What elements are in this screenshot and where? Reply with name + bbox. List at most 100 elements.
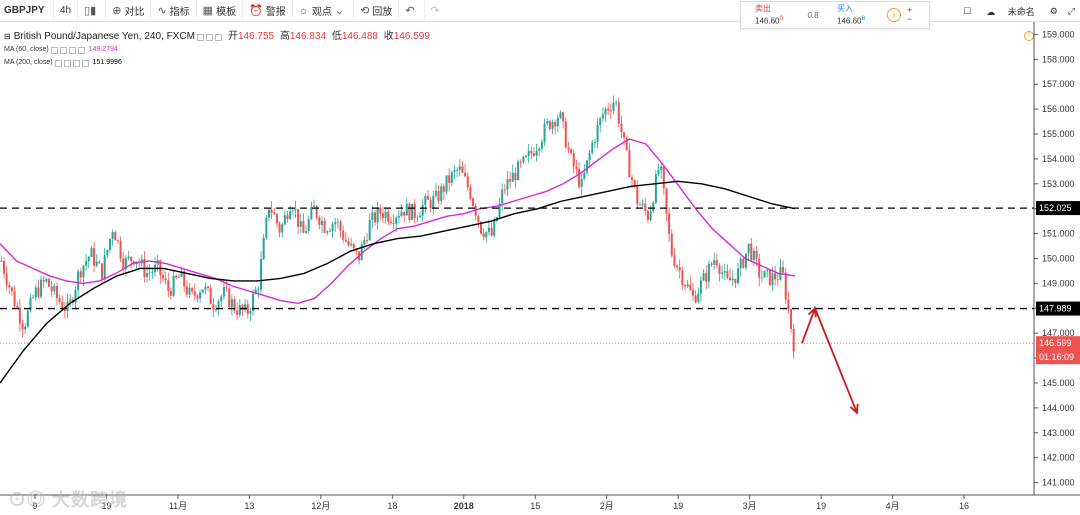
candle-body	[482, 233, 485, 238]
candle-body	[646, 210, 649, 220]
candle-body	[204, 286, 207, 290]
ma60-settings-icon[interactable]	[59, 46, 67, 54]
candle-body	[10, 287, 13, 292]
candle-body	[591, 142, 594, 153]
candle-body	[82, 265, 85, 278]
candle-body	[729, 277, 732, 281]
candle-body	[501, 189, 504, 204]
settings-gear-icon[interactable]: ⚙	[1049, 5, 1058, 16]
sell-button[interactable]: 卖出 146.600	[741, 4, 801, 27]
candle-body	[69, 299, 72, 302]
symbol-selector[interactable]: GBPJPY	[0, 0, 54, 22]
watermark-text: 大数跨境	[52, 490, 129, 510]
candle-body	[220, 296, 223, 302]
candle-body	[254, 289, 257, 294]
candle-body	[551, 121, 554, 130]
candle-body	[580, 178, 583, 187]
alert-button[interactable]: ⏰ 警报	[243, 0, 293, 22]
info-icon[interactable]: i	[887, 8, 901, 22]
candle-body	[246, 304, 249, 314]
eye-icon[interactable]	[196, 33, 204, 41]
wave-icon: ∿	[157, 5, 167, 17]
ma60-name: MA (60, close)	[4, 46, 49, 53]
ma60-close-icon[interactable]	[68, 46, 76, 54]
high-label: 高	[279, 31, 290, 42]
candle-body	[787, 299, 790, 310]
candle-body	[18, 307, 21, 324]
candle-body	[530, 150, 533, 154]
replay-icon: ⟲	[360, 5, 370, 17]
candle-body	[652, 202, 655, 212]
ma200-more-icon[interactable]	[81, 59, 89, 67]
ma200-close-icon[interactable]	[72, 59, 80, 67]
ma60-eye-icon[interactable]	[50, 46, 58, 54]
candle-body	[305, 230, 308, 233]
candle-body	[318, 217, 321, 226]
candle-body	[400, 211, 403, 217]
sell-price: 146.60	[755, 16, 780, 26]
candle-body	[395, 217, 398, 224]
replay-button[interactable]: ⟲ 回放	[354, 0, 400, 22]
ma200-eye-icon[interactable]	[54, 59, 62, 67]
buy-price: 146.60	[837, 16, 862, 26]
indicators-button[interactable]: ∿ 指标	[151, 0, 197, 22]
chart-type-button[interactable]: ▯▮	[78, 0, 107, 22]
candle-body	[63, 308, 66, 312]
candle-body	[283, 215, 286, 225]
watermark-icon: ⊙◎	[8, 490, 46, 510]
last-price-label: 146.599	[1039, 338, 1072, 348]
candle-body	[593, 142, 596, 143]
time-tick-label: 11月	[169, 501, 187, 511]
templates-label: 模板	[216, 7, 237, 18]
redo-button[interactable]: ↷	[425, 0, 449, 22]
candle-body	[744, 253, 747, 268]
cloud-icon: ☁	[986, 6, 996, 17]
undo-button[interactable]: ↶	[399, 0, 425, 22]
candle-body	[583, 172, 586, 179]
price-chart[interactable]: 159.000 158.000 157.000 156.000 155.000 154.0…	[0, 22, 1080, 515]
compare-button[interactable]: ⊕ 对比	[106, 0, 152, 22]
candle-body	[453, 170, 456, 173]
ma60-more-icon[interactable]	[77, 46, 85, 54]
candle-body	[625, 137, 628, 150]
price-tick-label: 142.000	[1042, 453, 1075, 463]
undo-icon: ↶	[405, 5, 415, 17]
settings-icon[interactable]	[205, 33, 213, 41]
candle-body	[328, 230, 331, 232]
candle-body	[111, 232, 114, 239]
price-tick-label: 147.000	[1042, 328, 1075, 338]
candle-body	[676, 265, 679, 268]
templates-button[interactable]: ▦ 模板	[197, 0, 244, 22]
close-icon[interactable]	[214, 33, 222, 41]
candle-body	[376, 207, 379, 223]
candle-body	[8, 284, 11, 288]
candle-body	[631, 177, 634, 181]
candle-body	[493, 221, 496, 236]
candle-body	[347, 241, 350, 246]
open-label: 开	[227, 31, 238, 42]
price-tick-label: 151.000	[1042, 229, 1075, 239]
candle-body	[326, 231, 329, 233]
candle-body	[183, 271, 186, 287]
collapse-icon[interactable]: ⊟	[4, 32, 11, 41]
fullscreen-checkbox-icon[interactable]: ☐	[963, 5, 972, 16]
quantity-stepper[interactable]: + −	[907, 5, 913, 24]
expand-icon[interactable]: ⤢	[1067, 5, 1075, 16]
candle-body	[193, 291, 196, 296]
cloud-save-button[interactable]: ☁ 未命名	[976, 5, 1045, 18]
candle-body	[641, 203, 644, 205]
candle-body	[726, 271, 729, 278]
candle-body	[252, 293, 255, 312]
interval-selector[interactable]: 4h	[54, 0, 79, 22]
ma60-value: 149.2794	[88, 46, 118, 53]
ideas-button[interactable]: ☼ 观点 ⌄	[293, 0, 355, 22]
ma200-legend[interactable]: MA (200, close) 151.9996	[4, 57, 430, 69]
buy-button[interactable]: 买入 146.608	[825, 4, 885, 27]
candle-body	[124, 258, 127, 270]
candle-body	[307, 218, 310, 231]
ma60-legend[interactable]: MA (60, close) 149.2794	[4, 44, 430, 56]
candle-body	[419, 215, 422, 218]
candle-body	[511, 172, 514, 182]
candle-body	[548, 121, 551, 130]
ma200-settings-icon[interactable]	[63, 59, 71, 67]
